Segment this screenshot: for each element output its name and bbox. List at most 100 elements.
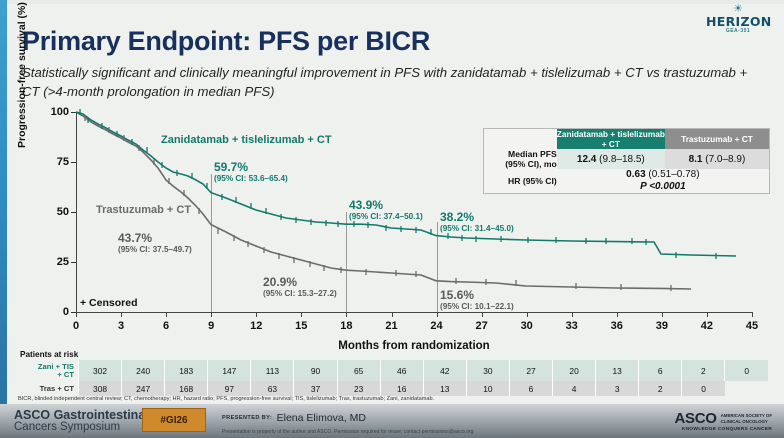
presented-by-label: PRESENTED BY:: [222, 414, 273, 421]
risk-cell: 13: [595, 360, 639, 381]
annotation-ci: (95% CI: 10.1–22.1): [440, 302, 514, 311]
risk-cell: 4: [552, 381, 596, 396]
censor-marks-zanidatamab: [79, 109, 717, 259]
median-pfs-label-line2: (95% CI), mo: [505, 159, 557, 169]
median-tras-value: 8.1: [688, 153, 703, 165]
annotation-18mo-trastuzumab: 20.9% (95% CI: 15.3–27.2): [263, 275, 337, 298]
stats-value-hr: 0.63 (0.51–0.78) P <0.0001: [556, 169, 769, 193]
risk-cell: 113: [250, 360, 294, 381]
risk-cell: 90: [293, 360, 338, 381]
annotation-ci: (95% CI: 15.3–27.2): [263, 289, 337, 298]
risk-row-trastuzumab: Tras + CT 308 247 168 97 63 37 23 16 13 …: [18, 381, 768, 396]
annotation-18mo-zanidatamab: 43.9% (95% CI: 37.4–50.1): [349, 198, 423, 221]
plot-area: 100 75 50 25 0: [51, 106, 758, 332]
stats-col-header-zanidatamab: Zanidatamab + tislelizumab + CT: [556, 129, 665, 149]
reference-line-24mo: [436, 222, 438, 312]
annotation-ci: (95% CI: 37.5–49.7): [118, 245, 192, 254]
x-tick-15: 15: [295, 320, 308, 332]
x-tick-21: 21: [385, 320, 398, 332]
x-tick-0: 0: [72, 320, 80, 332]
stats-header-row: Zanidatamab + tislelizumab + CT Trastuzu…: [484, 129, 769, 149]
annotation-value: 15.6%: [440, 288, 475, 302]
presented-by-block: PRESENTED BY: Elena Elimova, MD Presenta…: [222, 409, 474, 435]
risk-cell: 240: [121, 360, 165, 381]
risk-cell: 6: [508, 381, 553, 396]
median-pfs-label-line1: Median PFS: [508, 149, 557, 159]
censor-marks-trastuzumab: [84, 115, 672, 291]
risk-cell: 37: [293, 381, 338, 396]
km-curves: [75, 109, 737, 291]
km-chart: Progression-free survival (%) 100 75 50 …: [16, 2, 768, 352]
asco-gi-logo: ASCO Gastrointestinal Cancers Symposium: [14, 409, 149, 433]
annotation-ci: (95% CI: 53.6–65.4): [214, 174, 288, 183]
risk-cell: 0: [681, 381, 725, 396]
p-value: P <0.0001: [640, 181, 686, 192]
stats-summary-table: Zanidatamab + tislelizumab + CT Trastuzu…: [483, 128, 770, 194]
top-strip: [7, 0, 784, 4]
risk-cell: 247: [121, 381, 165, 396]
x-tick-36: 36: [610, 320, 623, 332]
annotation-9mo-trastuzumab: 43.7% (95% CI: 37.5–49.7): [118, 231, 192, 254]
censored-legend: + Censored: [80, 297, 138, 309]
y-tick-25: 25: [56, 256, 69, 268]
x-tick-39: 39: [655, 320, 669, 332]
y-axis: [76, 112, 78, 312]
risk-cell: 27: [508, 360, 553, 381]
patients-at-risk-table: Patients at risk Zani + TIS + CT 302 240…: [18, 350, 768, 396]
stats-row-hr: HR (95% CI) 0.63 (0.51–0.78) P <0.0001: [484, 169, 769, 193]
x-axis: [76, 312, 752, 314]
risk-cell: 13: [422, 381, 467, 396]
y-axis-label: Progression-free survival (%): [16, 2, 28, 148]
herizon-logo-sub: GEA-301: [725, 28, 751, 34]
median-tras-ci: (7.0–8.9): [702, 153, 746, 165]
risk-label-line1: Zani + TIS: [37, 361, 74, 371]
permission-note: Presentation is property of the author a…: [222, 429, 474, 435]
stats-row-label-median-pfs: Median PFS (95% CI), mo: [484, 149, 557, 169]
footer-bar: [0, 404, 784, 438]
x-tick-30: 30: [520, 320, 533, 332]
sun-icon: ☀: [733, 3, 743, 15]
asco-right-wordmark: ASCO: [674, 410, 717, 427]
risk-cell: 183: [164, 360, 208, 381]
annotation-24mo-zanidatamab: 38.2% (95% CI: 31.4–45.0): [440, 210, 514, 233]
risk-cell: 23: [336, 381, 381, 396]
reference-line-9mo: [211, 174, 213, 312]
risk-row-label-trastuzumab: Tras + CT: [39, 383, 74, 393]
risk-cell: 16: [379, 381, 424, 396]
risk-cell: 63: [250, 381, 294, 396]
annotation-24mo-trastuzumab: 15.6% (95% CI: 10.1–22.1): [440, 288, 514, 311]
asco-right-sub-line2: CLINICAL ONCOLOGY: [720, 418, 768, 424]
hr-value: 0.63: [626, 169, 646, 180]
hashtag-badge: #GI26: [142, 408, 206, 432]
asco-right-subtitle: AMERICAN SOCIETY OF CLINICAL ONCOLOGY: [721, 410, 772, 424]
asco-right-logo: ASCO AMERICAN SOCIETY OF CLINICAL ONCOLO…: [674, 410, 772, 427]
median-zani-value: 12.4: [576, 153, 597, 165]
abbreviations-note: BICR, blinded independent central review…: [18, 396, 435, 402]
herizon-logo: ☀ HERIZON GEA-301: [706, 3, 772, 35]
risk-label-line2: + CT: [57, 369, 74, 379]
risk-cell: 2: [681, 360, 725, 381]
risk-cell: 10: [465, 381, 510, 396]
stats-col-header-trastuzumab: Trastuzumab + CT: [664, 129, 769, 149]
x-axis-label: Months from randomization: [338, 340, 490, 352]
herizon-logo-name: HERIZON: [706, 14, 772, 29]
risk-cell: 65: [336, 360, 381, 381]
x-tick-42: 42: [700, 320, 714, 332]
risk-cell: 308: [77, 381, 122, 396]
annotation-value: 38.2%: [440, 210, 475, 224]
x-tick-18: 18: [340, 320, 353, 332]
risk-cell: 6: [638, 360, 682, 381]
curve-label-trastuzumab: Trastuzumab + CT: [96, 204, 192, 216]
stats-row-label-hr: HR (95% CI): [508, 176, 557, 186]
page-subtitle: Statistically significant and clinically…: [22, 65, 748, 99]
x-tick-24: 24: [430, 320, 443, 332]
risk-row-zanidatamab: Zani + TIS + CT 302 240 183 147 113 90 6…: [18, 360, 768, 381]
left-accent-bar: [0, 0, 7, 438]
stats-corner-cell: [484, 129, 557, 149]
stats-row-median-pfs: Median PFS (95% CI), mo 12.4 (9.8–18.5) …: [484, 149, 769, 169]
reference-line-18mo: [346, 212, 348, 312]
annotation-value: 59.7%: [214, 160, 249, 174]
page-title: Primary Endpoint: PFS per BICR: [22, 26, 431, 56]
x-tick-33: 33: [565, 320, 578, 332]
